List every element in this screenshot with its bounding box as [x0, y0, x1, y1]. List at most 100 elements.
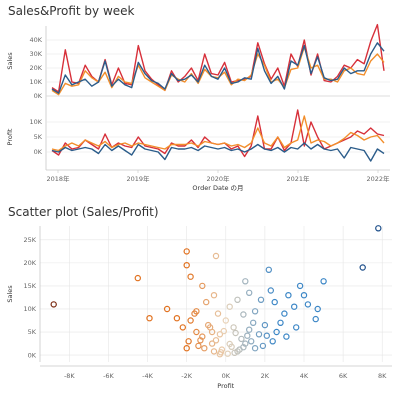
scatter-point	[296, 282, 304, 290]
scatter-point	[293, 324, 300, 331]
scatter-point	[267, 287, 274, 294]
scatter-x-tick-label: 2K	[261, 372, 270, 380]
scatter-point	[210, 348, 218, 355]
x-tick-label: 2019年	[126, 174, 150, 183]
scatter-point	[187, 317, 194, 324]
scatter-point	[226, 340, 233, 348]
scatter-point	[179, 324, 186, 331]
series-line-orange	[51, 115, 385, 152]
scatter-point	[259, 342, 267, 350]
y-axis-label: Profit	[6, 128, 14, 145]
scatter-x-tick-label: 0K	[222, 372, 231, 380]
y-tick-label: 10K	[29, 118, 42, 126]
scatter-point	[185, 338, 192, 345]
y-tick-label: 5K	[34, 133, 43, 141]
scatter-point	[231, 349, 238, 356]
scatter-point	[265, 266, 272, 273]
scatter-x-tick-label: -4K	[142, 372, 153, 380]
scatter-point	[234, 296, 241, 303]
scatter-point	[247, 338, 255, 345]
scatter-point	[208, 328, 216, 336]
scatter-point	[193, 328, 200, 336]
scatter-point	[220, 327, 227, 335]
y-tick-label: 0K	[34, 148, 43, 156]
scatter-y-tick-label: 20K	[23, 259, 36, 267]
scatter-point	[300, 292, 308, 299]
scatter-point	[312, 315, 319, 323]
x-tick-label: 2020年	[206, 174, 230, 183]
scatter-point	[183, 262, 190, 269]
scatter-point	[249, 319, 257, 326]
scatter-point	[183, 248, 190, 255]
scatter-point	[291, 303, 298, 310]
scatter-point	[242, 278, 249, 285]
scatter-point	[251, 345, 259, 352]
scatter-x-tick-label: 8K	[378, 372, 387, 380]
scatter-point	[217, 349, 225, 356]
scatter-x-tick-label: -6K	[103, 372, 114, 380]
scatter-point	[251, 308, 259, 315]
scatter-point	[212, 337, 220, 344]
scatter-point	[263, 332, 270, 339]
scatter-point	[304, 301, 312, 308]
scatter-point	[320, 278, 327, 285]
scatter-point	[257, 296, 265, 303]
scatter-x-tick-label: -2K	[181, 372, 192, 380]
scatter-point	[283, 333, 290, 340]
scatter-point	[50, 301, 57, 308]
scatter-point	[212, 252, 220, 260]
scatter-point	[134, 274, 141, 282]
scatter-y-tick-label: 25K	[23, 236, 36, 244]
scatter-point	[273, 328, 280, 336]
scatter-y-tick-label: 15K	[23, 282, 36, 290]
scatter-x-tick-label: -8K	[64, 372, 75, 380]
scatter-point	[210, 292, 218, 299]
scatter-point	[195, 342, 202, 350]
y-axis-label: Sales	[6, 52, 14, 70]
x-tick-label: 2018年	[46, 174, 70, 183]
scatter-point	[244, 332, 251, 339]
scatter-point	[285, 292, 292, 299]
x-tick-label: 2022年	[366, 174, 390, 183]
scatter-point	[201, 345, 208, 352]
scatter-point	[214, 310, 222, 317]
scatter-point	[359, 264, 366, 271]
scatter-point	[163, 305, 171, 313]
scatter-point	[183, 345, 190, 352]
scatter-point	[197, 337, 204, 344]
line-chart-title: Sales&Profit by week	[8, 4, 135, 18]
y-tick-label: 40K	[29, 36, 42, 44]
scatter-point	[224, 350, 231, 357]
y-tick-label: 20K	[29, 64, 42, 72]
scatter-point	[269, 338, 276, 345]
scatter-point	[271, 298, 278, 306]
scatter-y-tick-label: 5K	[28, 328, 37, 336]
scatter-x-tick-label: 4K	[300, 372, 309, 380]
scatter-point	[187, 273, 194, 280]
x-axis-label: Order Date の月	[192, 184, 243, 192]
scatter-point	[226, 303, 233, 310]
scatter-point	[277, 319, 284, 326]
series-line-blue	[51, 42, 385, 94]
scatter-chart-title: Scatter plot (Sales/Profit)	[8, 205, 159, 219]
scatter-point	[202, 298, 210, 306]
scatter-point	[281, 310, 288, 317]
scatter-y-tick-label: 10K	[23, 305, 36, 313]
scatter-y-tick-label: 0K	[28, 351, 37, 359]
scatter-point	[191, 310, 198, 317]
scatter-point	[261, 321, 269, 329]
scatter-point	[238, 335, 245, 343]
scatter-point	[314, 305, 321, 313]
scatter-x-tick-label: 6K	[339, 372, 348, 380]
y-tick-label: 10K	[29, 78, 42, 86]
scatter-y-axis-label: Sales	[6, 285, 14, 303]
scatter-x-axis-label: Profit	[217, 382, 234, 390]
scatter-point	[240, 311, 247, 318]
scatter-point	[232, 329, 239, 337]
scatter-point	[230, 324, 237, 331]
scatter-point	[222, 317, 229, 324]
scatter-point	[375, 225, 382, 232]
scatter-point	[199, 282, 206, 290]
scatter-point	[208, 340, 216, 347]
